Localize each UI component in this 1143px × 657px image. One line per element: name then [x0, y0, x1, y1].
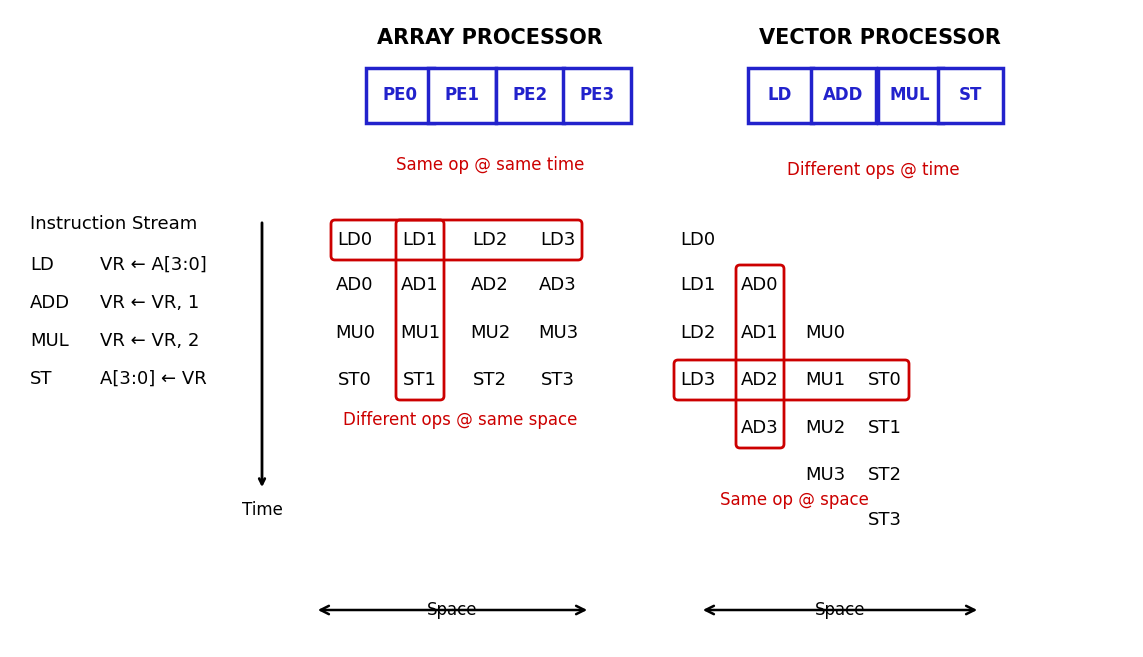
Text: Space: Space — [426, 601, 478, 619]
Text: MU2: MU2 — [805, 419, 845, 437]
Text: LD: LD — [768, 86, 792, 104]
Bar — [878, 68, 943, 122]
Bar — [810, 68, 876, 122]
Text: PE1: PE1 — [445, 86, 480, 104]
Text: A[3:0] ← VR: A[3:0] ← VR — [99, 370, 207, 388]
Text: ADD: ADD — [30, 294, 70, 312]
Text: ADD: ADD — [823, 86, 863, 104]
Text: ST3: ST3 — [541, 371, 575, 389]
Text: LD2: LD2 — [680, 324, 716, 342]
Bar — [427, 68, 496, 122]
Text: ST2: ST2 — [868, 466, 902, 484]
Text: MU1: MU1 — [805, 371, 845, 389]
Text: LD2: LD2 — [472, 231, 507, 249]
Bar — [937, 68, 1002, 122]
Text: AD1: AD1 — [741, 324, 778, 342]
Text: MU3: MU3 — [805, 466, 845, 484]
Text: MU0: MU0 — [805, 324, 845, 342]
Text: PE0: PE0 — [383, 86, 417, 104]
Text: AD3: AD3 — [539, 276, 577, 294]
Text: ST: ST — [30, 370, 53, 388]
Text: Same op @ same time: Same op @ same time — [395, 156, 584, 174]
Text: Different ops @ same space: Different ops @ same space — [343, 411, 577, 429]
Text: AD0: AD0 — [742, 276, 778, 294]
Text: ST2: ST2 — [473, 371, 507, 389]
Text: ST3: ST3 — [868, 511, 902, 529]
Bar — [496, 68, 563, 122]
Text: ST1: ST1 — [868, 419, 902, 437]
Text: MU2: MU2 — [470, 324, 510, 342]
Text: MU3: MU3 — [538, 324, 578, 342]
Text: ST: ST — [958, 86, 982, 104]
Text: LD0: LD0 — [680, 231, 716, 249]
Text: Instruction Stream: Instruction Stream — [30, 215, 198, 233]
Text: AD2: AD2 — [471, 276, 509, 294]
Text: VR ← VR, 1: VR ← VR, 1 — [99, 294, 199, 312]
Text: VR ← VR, 2: VR ← VR, 2 — [99, 332, 199, 350]
Text: ARRAY PROCESSOR: ARRAY PROCESSOR — [377, 28, 602, 48]
Text: LD3: LD3 — [541, 231, 576, 249]
Text: VR ← A[3:0]: VR ← A[3:0] — [99, 256, 207, 274]
Text: VECTOR PROCESSOR: VECTOR PROCESSOR — [759, 28, 1001, 48]
Text: PE3: PE3 — [580, 86, 615, 104]
Text: LD0: LD0 — [337, 231, 373, 249]
Text: Space: Space — [815, 601, 865, 619]
Text: AD2: AD2 — [741, 371, 778, 389]
Text: MUL: MUL — [30, 332, 69, 350]
Text: Time: Time — [241, 501, 282, 519]
Text: Different ops @ time: Different ops @ time — [788, 161, 960, 179]
Text: LD: LD — [30, 256, 54, 274]
Text: ST0: ST0 — [869, 371, 902, 389]
Text: MU0: MU0 — [335, 324, 375, 342]
Text: AD3: AD3 — [741, 419, 778, 437]
Text: LD3: LD3 — [680, 371, 716, 389]
Text: MU1: MU1 — [400, 324, 440, 342]
Text: ST0: ST0 — [338, 371, 371, 389]
Text: AD0: AD0 — [336, 276, 374, 294]
Text: LD1: LD1 — [402, 231, 438, 249]
Text: MUL: MUL — [889, 86, 930, 104]
Text: PE2: PE2 — [512, 86, 547, 104]
Text: Same op @ space: Same op @ space — [720, 491, 869, 509]
Text: LD1: LD1 — [680, 276, 716, 294]
Text: ST1: ST1 — [403, 371, 437, 389]
Bar — [366, 68, 434, 122]
Text: AD1: AD1 — [401, 276, 439, 294]
Bar — [563, 68, 631, 122]
Bar — [748, 68, 813, 122]
